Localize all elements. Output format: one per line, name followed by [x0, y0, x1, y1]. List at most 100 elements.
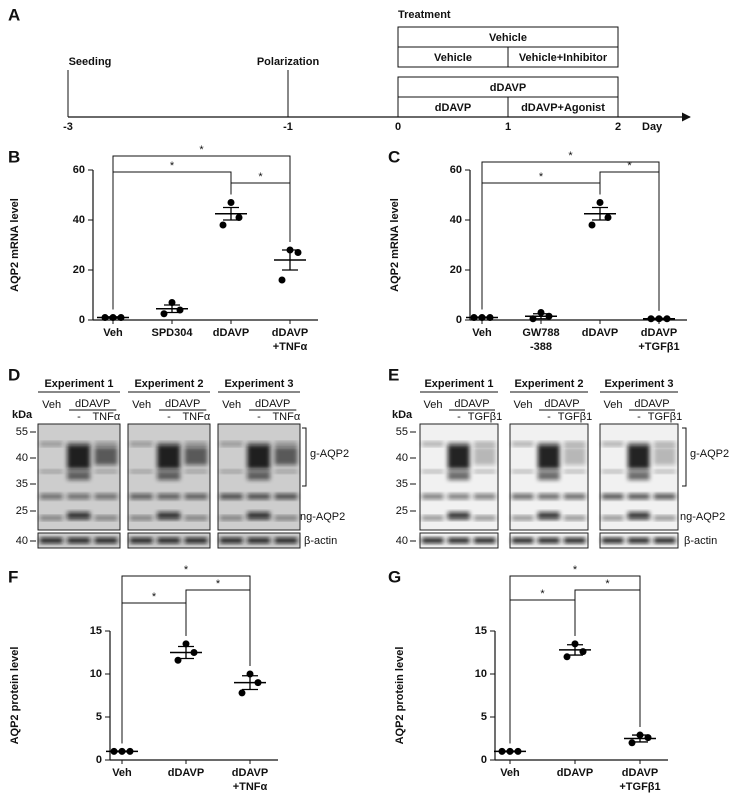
- error-bar: [105, 316, 121, 319]
- y-axis-label: AQP2 protein level: [394, 647, 406, 745]
- event-label: Polarization: [257, 56, 320, 68]
- significance-bracket: [121, 575, 251, 744]
- actin-band: [94, 538, 118, 543]
- blot-band: [627, 442, 650, 446]
- x-tick-label: SPD304: [152, 327, 194, 339]
- error-bar: [502, 750, 518, 753]
- blot-band: [94, 516, 118, 520]
- blot: [217, 423, 301, 549]
- actin-band: [67, 538, 91, 543]
- timeline-title: Treatment: [398, 9, 451, 21]
- day-axis-label: Day: [642, 121, 663, 133]
- blot-band: [473, 516, 496, 520]
- blot-band: [219, 494, 243, 499]
- marker-label: 25: [396, 505, 408, 517]
- blot-band: [421, 470, 444, 473]
- error-bar: [114, 750, 130, 753]
- x-tick-label: dDAVP +TNFα: [272, 327, 308, 353]
- day-tick-label: 1: [505, 121, 511, 133]
- day-tick-label: 0: [395, 121, 401, 133]
- significance-bracket: [481, 161, 660, 311]
- blot-band: [537, 512, 560, 518]
- blot-band: [219, 470, 243, 473]
- actin-band: [129, 538, 153, 543]
- blot-band: [537, 494, 560, 499]
- treatment-part-box: [507, 96, 619, 118]
- blot-band: [94, 470, 118, 473]
- kda-label: kDa: [392, 409, 413, 421]
- blot-band: [563, 447, 586, 465]
- panel-label: C: [388, 147, 400, 166]
- significance-label: *: [539, 171, 544, 183]
- lane-label: dDAVP: [75, 398, 110, 410]
- y-tick-label: 10: [475, 668, 487, 680]
- blot-band: [511, 494, 534, 499]
- error-bar: [282, 249, 298, 271]
- marker-label: 25: [16, 505, 28, 517]
- x-tick-label: dDAVP: [213, 327, 249, 339]
- significance-bracket: [230, 182, 291, 242]
- data-point: [174, 656, 182, 664]
- y-tick-label: 0: [96, 754, 102, 766]
- blot-band: [184, 516, 208, 520]
- blot-band: [627, 445, 650, 469]
- blot-band: [129, 516, 153, 520]
- blot-band: [653, 442, 676, 446]
- data-point: [588, 221, 596, 229]
- blot-band: [157, 512, 181, 518]
- blot-band: [653, 494, 676, 499]
- blot: [37, 423, 121, 549]
- error-bar: [592, 206, 608, 221]
- lane-label: dDAVP: [454, 398, 489, 410]
- significance-bracket: [112, 171, 232, 310]
- panel-label: A: [8, 5, 20, 24]
- x-tick-label: dDAVP +TNFα: [232, 767, 268, 793]
- day-tick-label: -3: [63, 121, 73, 133]
- error-bar: [533, 313, 549, 320]
- band-label: g-AQP2: [690, 448, 729, 460]
- data-point: [563, 653, 571, 661]
- marker-label: 55: [396, 426, 408, 438]
- lane-label: -: [167, 411, 171, 423]
- blot-band: [247, 512, 271, 518]
- blot-band: [39, 442, 63, 446]
- y-tick-label: 40: [73, 214, 85, 226]
- error-bar: [632, 734, 648, 743]
- actin-band: [627, 538, 650, 543]
- data-point: [596, 199, 604, 206]
- blot-band: [129, 470, 153, 473]
- error-bar: [164, 304, 180, 314]
- blot-band: [421, 494, 444, 499]
- blot-band: [421, 442, 444, 446]
- data-point: [571, 640, 579, 648]
- significance-label: *: [573, 564, 578, 576]
- x-tick-label: Veh: [472, 327, 492, 339]
- x-tick-label: Veh: [103, 327, 123, 339]
- data-point: [604, 214, 612, 221]
- y-tick-label: 60: [73, 164, 85, 176]
- lane-label: -: [637, 411, 641, 423]
- g-aqp2-bracket: [302, 427, 307, 487]
- significance-bracket: [599, 171, 660, 311]
- lane-label: -: [77, 411, 81, 423]
- data-point: [168, 299, 176, 306]
- y-tick-label: 10: [90, 668, 102, 680]
- blot-band: [473, 494, 496, 499]
- day-tick-label: 2: [615, 121, 621, 133]
- blot-band: [473, 442, 496, 446]
- y-axis-label: AQP2 mRNA level: [389, 198, 401, 292]
- blot-band: [184, 470, 208, 473]
- blot-band: [184, 442, 208, 446]
- blot-band: [601, 516, 624, 520]
- significance-label: *: [568, 150, 573, 162]
- actin-band: [247, 538, 271, 543]
- y-tick-label: 40: [450, 214, 462, 226]
- lane-label: -: [257, 411, 261, 423]
- actin-band: [511, 538, 534, 543]
- blot-band: [447, 494, 470, 499]
- actin-band: [563, 538, 586, 543]
- blot-band: [627, 494, 650, 499]
- x-tick-label: dDAVP: [582, 327, 618, 339]
- actin-band: [157, 538, 181, 543]
